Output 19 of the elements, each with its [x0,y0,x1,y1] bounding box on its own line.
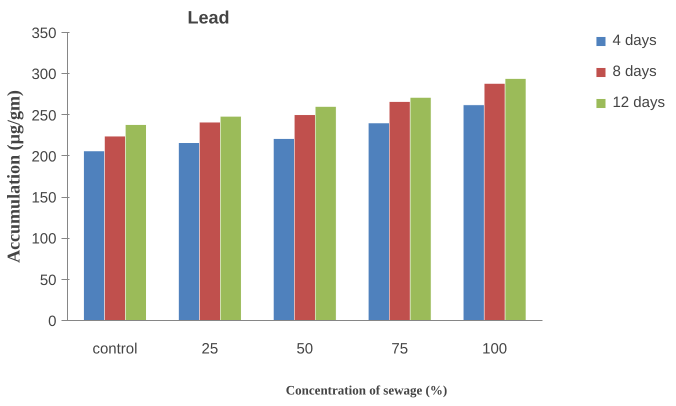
x-tick-label: control [92,340,138,358]
y-tick-label: 200 [31,148,57,166]
y-tick-label: 250 [31,107,57,124]
y-tick-label: 100 [31,230,57,248]
y-axis-title: Accumulation (µg/gm) [3,90,24,263]
y-tick-label: 350 [31,25,57,42]
legend-label: 8 days [612,63,657,80]
chart-title: Lead [188,8,230,28]
x-tick-label: 25 [202,340,218,358]
y-tick-label: 0 [48,313,56,330]
y-tick-label: 50 [40,272,57,289]
x-tick-label: 50 [296,340,314,358]
x-tick-label: 75 [391,340,408,358]
x-axis-title: Concentration of sewage (%) [286,382,448,398]
legend-label: 12 days [612,94,665,111]
y-tick-label: 150 [31,190,57,207]
legend-label: 4 days [612,32,657,49]
x-tick-label: 100 [482,340,508,358]
y-tick-label: 300 [31,66,57,84]
